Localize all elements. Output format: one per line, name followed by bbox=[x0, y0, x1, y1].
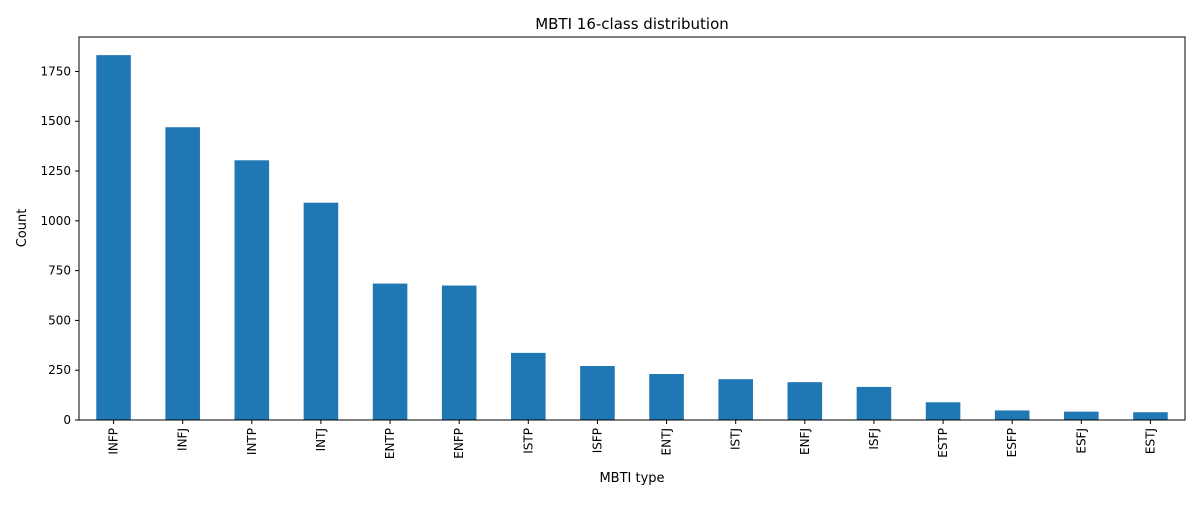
bar-istp bbox=[511, 352, 546, 420]
bar-entp bbox=[372, 283, 408, 420]
x-tick-label: ENTP bbox=[383, 428, 397, 459]
bar-intp bbox=[234, 160, 270, 420]
x-tick-label: ESTP bbox=[936, 428, 950, 458]
y-tick-label: 1500 bbox=[40, 114, 71, 128]
bar-infj bbox=[165, 127, 200, 421]
y-tick-label: 750 bbox=[48, 264, 71, 278]
x-axis-label: MBTI type bbox=[599, 471, 664, 486]
y-axis-label: Count bbox=[15, 209, 30, 248]
bar-isfj bbox=[856, 386, 892, 420]
bar-entj bbox=[649, 373, 684, 420]
y-tick-label: 0 bbox=[63, 413, 71, 427]
x-tick-label: ISTP bbox=[521, 428, 535, 454]
bar-estj bbox=[1133, 412, 1168, 420]
x-tick-label: ISFP bbox=[590, 428, 604, 453]
x-tick-label: ISFJ bbox=[867, 428, 881, 450]
x-tick-label: ENFJ bbox=[798, 428, 812, 455]
x-tick-label: INFP bbox=[107, 428, 121, 455]
y-tick-label: 1250 bbox=[40, 164, 71, 178]
bar-enfp bbox=[441, 285, 477, 420]
y-tick-label: 1750 bbox=[40, 64, 71, 78]
x-tick-label: INTJ bbox=[314, 428, 328, 451]
bar-istj bbox=[718, 379, 753, 420]
y-tick-label: 500 bbox=[48, 313, 71, 327]
chart-title: MBTI 16-class distribution bbox=[535, 15, 729, 33]
x-tick-label: ESTJ bbox=[1143, 428, 1157, 454]
bar-esfp bbox=[994, 410, 1030, 420]
x-tick-label: ISTJ bbox=[729, 428, 743, 450]
x-tick-label: ENTJ bbox=[660, 428, 674, 455]
x-tick-label: INTP bbox=[245, 428, 259, 455]
bar-enfj bbox=[787, 382, 823, 420]
x-tick-label: ESFP bbox=[1005, 428, 1019, 457]
bar-esfj bbox=[1064, 411, 1099, 420]
x-tick-label: ESFJ bbox=[1074, 428, 1088, 454]
x-tick-label: INFJ bbox=[176, 428, 190, 451]
y-axis: 0 250 500 750 1000 1250 1500 1750 bbox=[40, 64, 79, 427]
bar-isfp bbox=[580, 366, 615, 420]
bar-estp bbox=[925, 402, 961, 420]
y-tick-label: 1000 bbox=[40, 214, 71, 228]
x-axis: INFP INFJ INTP INTJ ENTP ENFP ISTP ISFP ENTJ ISTJ… bbox=[107, 420, 1157, 459]
bars-group bbox=[96, 55, 1168, 421]
bar-infp bbox=[96, 55, 131, 420]
bar-intj bbox=[303, 202, 339, 420]
y-tick-label: 250 bbox=[48, 363, 71, 377]
x-tick-label: ENFP bbox=[452, 428, 466, 459]
plot-frame bbox=[78, 36, 1186, 421]
